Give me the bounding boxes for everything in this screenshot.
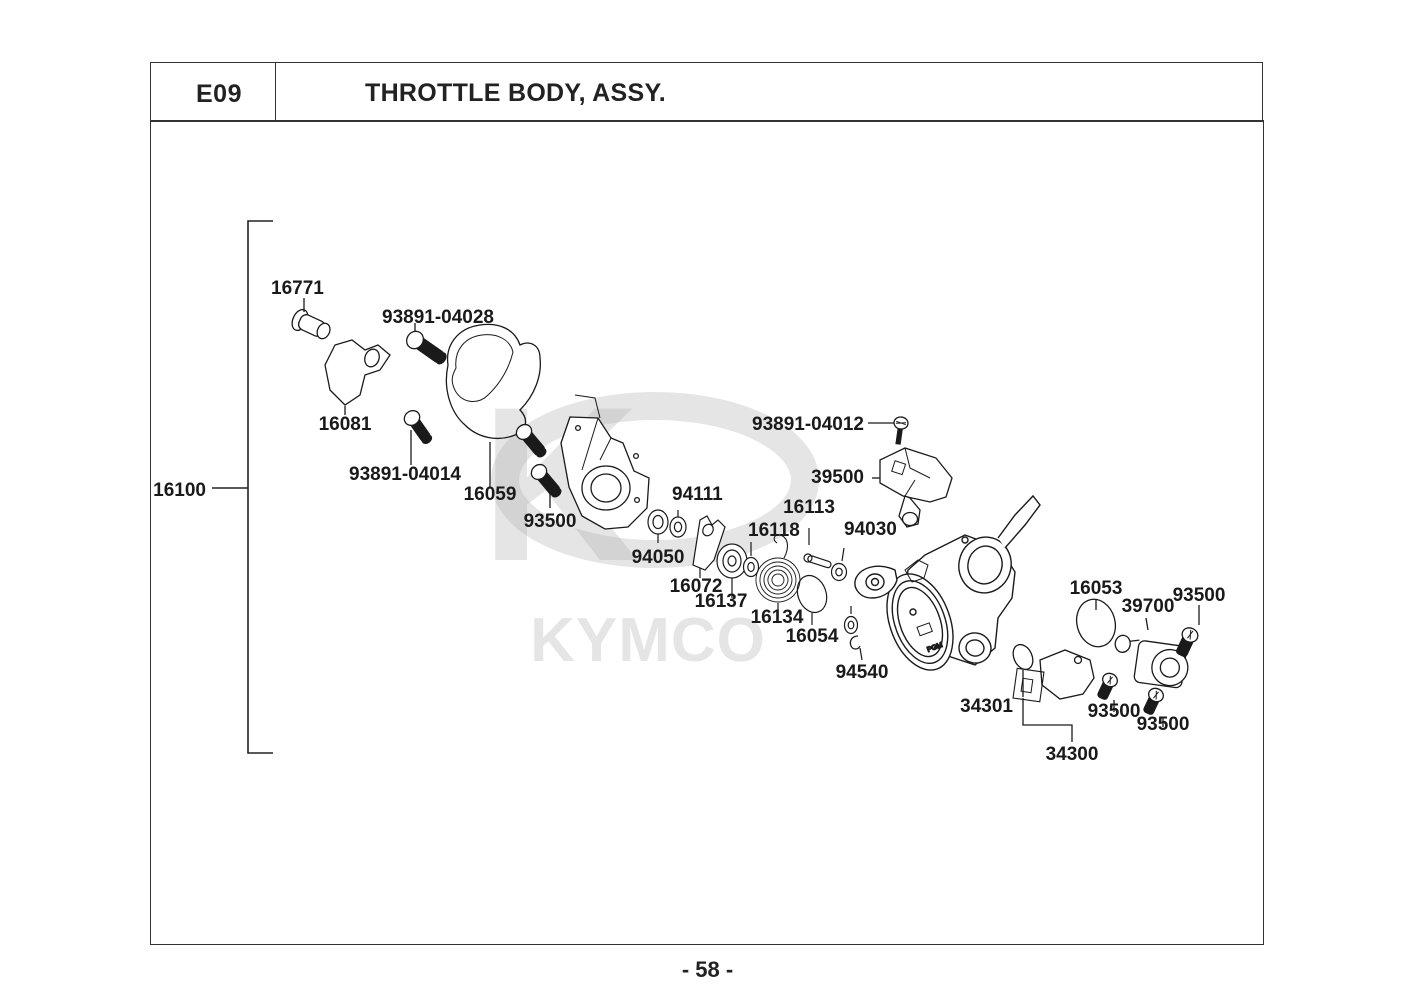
svg-text:94111: 94111 [672,484,723,505]
svg-text:93891-04028: 93891-04028 [382,307,494,328]
svg-text:16100: 16100 [153,480,206,501]
svg-text:93891-04014: 93891-04014 [349,464,461,485]
svg-text:34301: 34301 [960,696,1013,717]
svg-text:16081: 16081 [319,414,372,435]
svg-text:93500: 93500 [1173,585,1226,606]
svg-text:16771: 16771 [271,278,324,299]
svg-text:34300: 34300 [1046,744,1099,765]
svg-text:16118: 16118 [748,520,800,541]
svg-text:93500: 93500 [1137,714,1190,735]
svg-text:16059: 16059 [464,484,517,505]
svg-text:93500: 93500 [524,511,577,532]
svg-text:94030: 94030 [844,519,897,540]
svg-text:93891-04012: 93891-04012 [752,414,864,435]
svg-text:16134: 16134 [751,607,804,628]
svg-text:16137: 16137 [695,591,748,612]
svg-text:16054: 16054 [786,626,839,647]
svg-text:16113: 16113 [783,497,835,518]
svg-text:94540: 94540 [836,662,889,683]
svg-text:93500: 93500 [1088,701,1141,722]
svg-text:39500: 39500 [811,467,864,488]
svg-text:KYMCO: KYMCO [530,606,766,675]
svg-text:16053: 16053 [1070,578,1123,599]
svg-text:39700: 39700 [1122,596,1175,617]
svg-text:94050: 94050 [632,547,685,568]
